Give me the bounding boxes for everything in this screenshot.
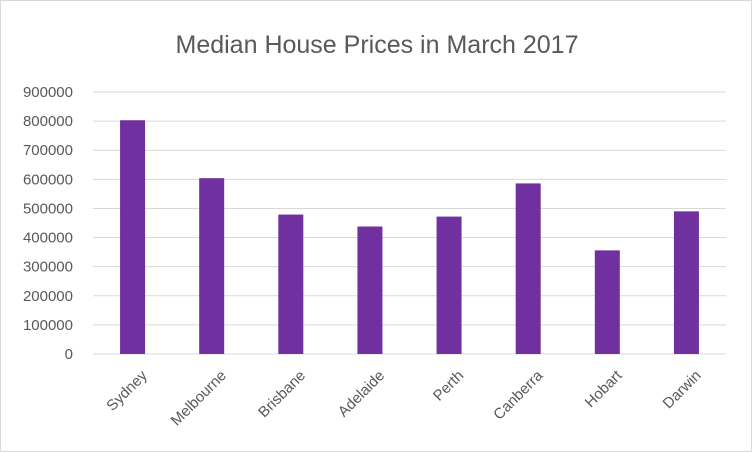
y-tick-label: 400000 <box>23 230 73 247</box>
bar-hobart <box>594 250 620 354</box>
y-tick-label: 0 <box>65 346 73 363</box>
y-tick-label: 600000 <box>23 171 73 188</box>
x-tick-label: Hobart <box>582 367 626 411</box>
y-tick-label: 300000 <box>23 259 73 276</box>
bars <box>120 120 699 354</box>
chart-title: Median House Prices in March 2017 <box>176 31 579 59</box>
y-tick-label: 100000 <box>23 317 73 334</box>
y-tick-label: 200000 <box>23 288 73 305</box>
y-tick-label: 900000 <box>23 84 73 101</box>
y-axis-ticks: 0 100000 200000 300000 400000 500000 600000 700… <box>23 84 73 363</box>
bar-darwin <box>673 211 699 354</box>
bar-canberra <box>515 183 541 354</box>
x-axis-ticks: Sydney Melbourne Brisbane Adelaide Perth Canb… <box>103 367 704 430</box>
bar-adelaide <box>357 226 383 354</box>
y-tick-label: 500000 <box>23 200 73 217</box>
x-tick-label: Canberra <box>490 367 547 424</box>
y-tick-label: 700000 <box>23 142 73 159</box>
bar-perth <box>436 216 462 354</box>
gridlines <box>93 91 726 355</box>
bar-sydney <box>120 120 146 354</box>
x-tick-label: Perth <box>430 367 467 404</box>
x-tick-label: Sydney <box>103 367 151 415</box>
bar-melbourne <box>199 178 225 354</box>
bar-brisbane <box>278 214 304 354</box>
x-tick-label: Melbourne <box>168 367 230 429</box>
x-tick-label: Adelaide <box>335 367 388 420</box>
x-tick-label: Darwin <box>660 367 705 412</box>
x-tick-label: Brisbane <box>255 367 309 421</box>
y-tick-label: 800000 <box>23 113 73 130</box>
